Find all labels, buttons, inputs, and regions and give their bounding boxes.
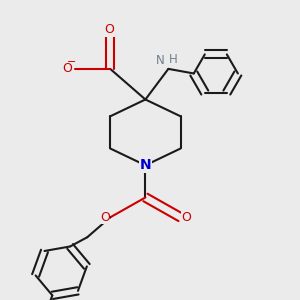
Text: O: O: [100, 211, 110, 224]
Text: O: O: [62, 62, 72, 75]
Text: O: O: [104, 23, 114, 36]
Text: H: H: [169, 53, 178, 66]
Text: −: −: [67, 57, 76, 67]
Text: N: N: [140, 158, 151, 172]
Text: N: N: [156, 54, 165, 67]
Text: O: O: [181, 211, 191, 224]
